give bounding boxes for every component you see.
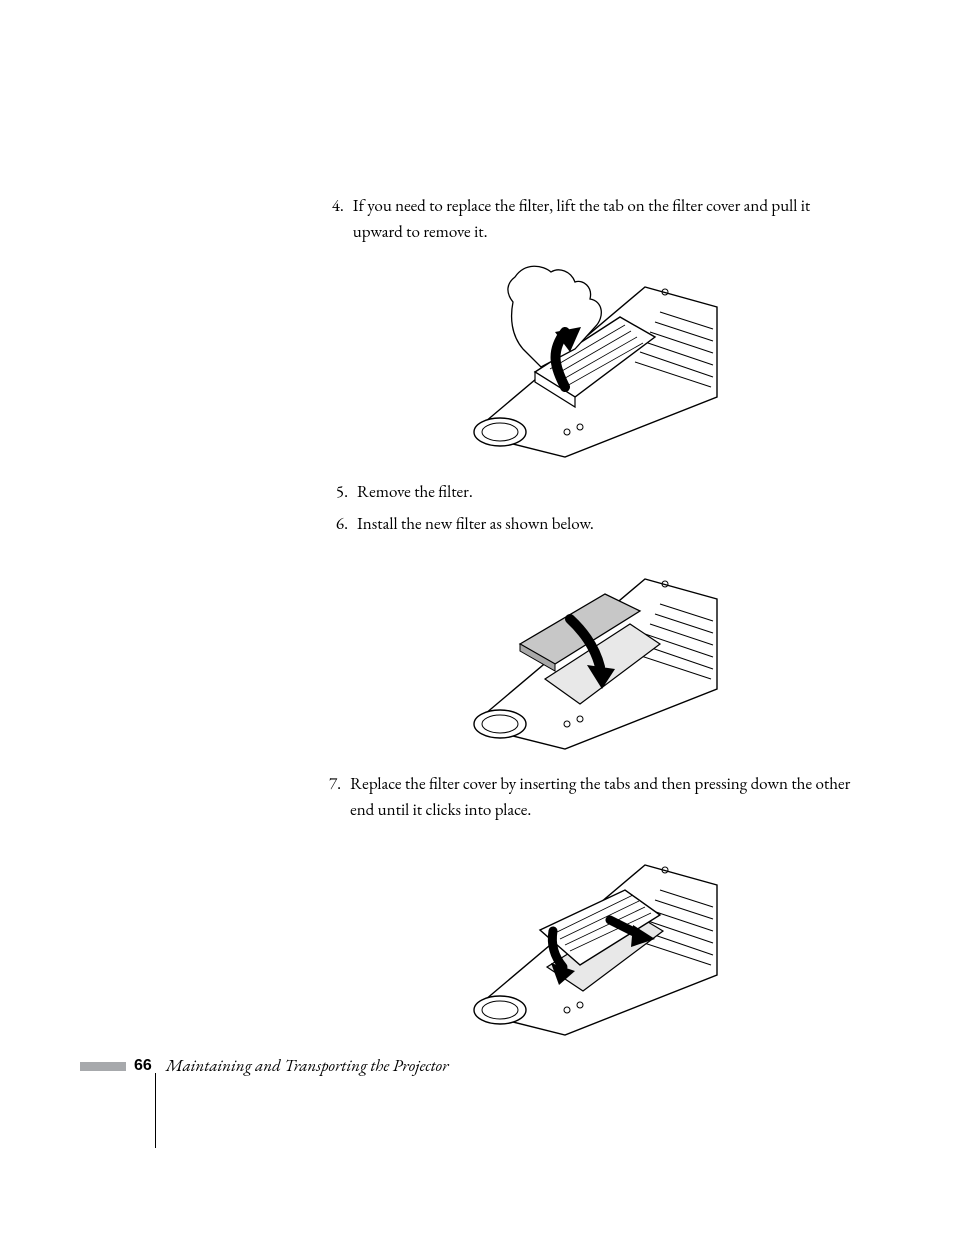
footer-accent-bar: [80, 1062, 126, 1071]
step-7: 7. Replace the filter cover by inserting…: [322, 772, 852, 823]
step-text: Replace the filter cover by inserting th…: [350, 772, 852, 823]
illustration-1: [455, 257, 720, 462]
illustration-2: [455, 549, 720, 754]
illustration-3: [455, 835, 720, 1040]
body-content: 4. If you need to replace the filter, li…: [322, 194, 852, 1058]
footer-vertical-rule: [155, 1073, 156, 1148]
page-number: 66: [134, 1057, 152, 1075]
step-number: 5.: [322, 480, 348, 506]
footer-section-title: Maintaining and Transporting the Project…: [166, 1055, 449, 1077]
step-text: If you need to replace the filter, lift …: [353, 194, 852, 245]
step-number: 7.: [322, 772, 341, 823]
step-6: 6. Install the new filter as shown below…: [322, 512, 852, 538]
step-text: Install the new filter as shown below.: [357, 512, 594, 538]
step-text: Remove the filter.: [357, 480, 473, 506]
step-5: 5. Remove the filter.: [322, 480, 852, 506]
figure-lift-cover: [322, 257, 852, 462]
step-4: 4. If you need to replace the filter, li…: [322, 194, 852, 245]
figure-install-filter: [322, 549, 852, 754]
page-footer: 66 Maintaining and Transporting the Proj…: [80, 1055, 880, 1077]
step-number: 4.: [322, 194, 344, 245]
step-number: 6.: [322, 512, 348, 538]
figure-replace-cover: [322, 835, 852, 1040]
